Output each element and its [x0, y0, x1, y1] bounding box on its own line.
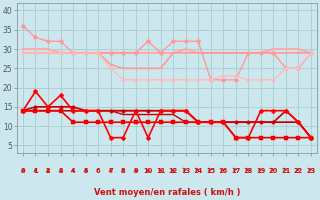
X-axis label: Vent moyen/en rafales ( km/h ): Vent moyen/en rafales ( km/h ): [94, 188, 240, 197]
